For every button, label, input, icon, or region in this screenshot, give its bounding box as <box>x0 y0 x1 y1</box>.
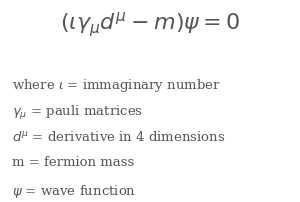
Text: $(\iota\gamma_{\mu}d^{\mu} - m)\psi = 0$: $(\iota\gamma_{\mu}d^{\mu} - m)\psi = 0$ <box>60 10 240 39</box>
Text: $\psi$ = wave function: $\psi$ = wave function <box>12 182 136 199</box>
Text: $\gamma_{\mu}$ = pauli matrices: $\gamma_{\mu}$ = pauli matrices <box>12 103 143 121</box>
Text: $d^{\mu}$ = derivative in 4 dimensions: $d^{\mu}$ = derivative in 4 dimensions <box>12 129 226 143</box>
Text: m = fermion mass: m = fermion mass <box>12 156 134 168</box>
Text: where $\iota$ = immaginary number: where $\iota$ = immaginary number <box>12 77 221 94</box>
